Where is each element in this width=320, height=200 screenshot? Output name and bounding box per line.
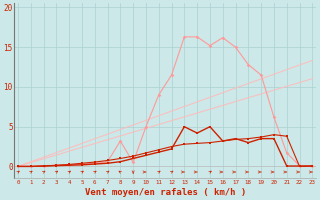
X-axis label: Vent moyen/en rafales ( km/h ): Vent moyen/en rafales ( km/h ) (84, 188, 246, 197)
